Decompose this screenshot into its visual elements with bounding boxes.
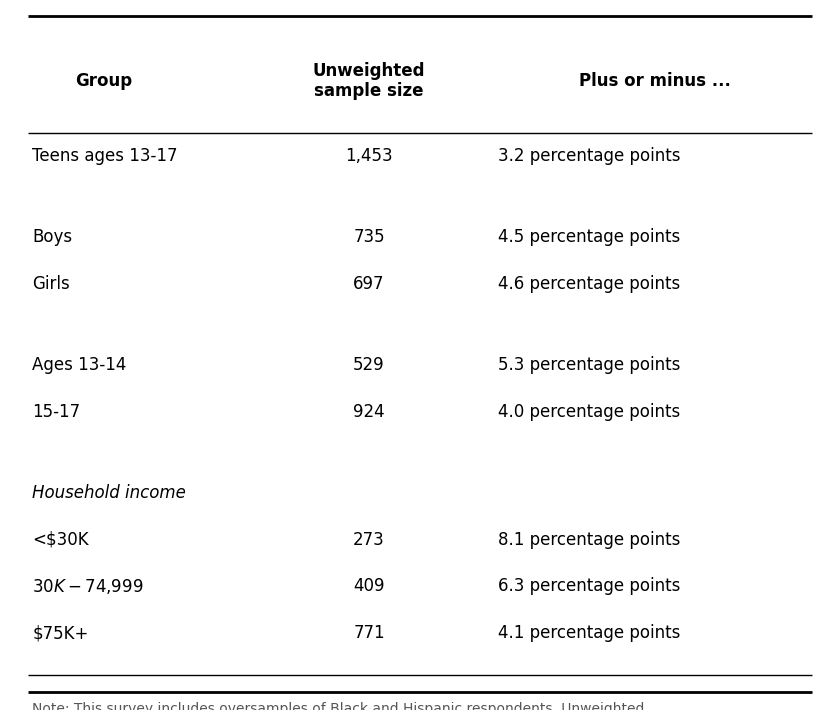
Text: Boys: Boys <box>32 228 72 246</box>
Text: $75K+: $75K+ <box>32 624 88 643</box>
Text: Note: This survey includes oversamples of Black and Hispanic respondents. Unweig: Note: This survey includes oversamples o… <box>32 702 644 710</box>
Text: <$30K: <$30K <box>32 530 89 549</box>
Text: Unweighted
sample size: Unweighted sample size <box>312 62 425 100</box>
Text: 6.3 percentage points: 6.3 percentage points <box>498 577 680 596</box>
Text: 4.1 percentage points: 4.1 percentage points <box>498 624 680 643</box>
Text: 3.2 percentage points: 3.2 percentage points <box>498 147 681 165</box>
Text: Plus or minus ...: Plus or minus ... <box>580 72 731 90</box>
Text: 1,453: 1,453 <box>345 147 393 165</box>
Text: 273: 273 <box>353 530 385 549</box>
Text: 5.3 percentage points: 5.3 percentage points <box>498 356 680 374</box>
Text: 771: 771 <box>354 624 385 643</box>
Text: Ages 13-14: Ages 13-14 <box>32 356 127 374</box>
Text: 15-17: 15-17 <box>32 403 81 421</box>
Text: 4.6 percentage points: 4.6 percentage points <box>498 275 680 293</box>
Text: Teens ages 13-17: Teens ages 13-17 <box>32 147 178 165</box>
Text: Household income: Household income <box>32 484 186 502</box>
Text: $30K-$74,999: $30K-$74,999 <box>32 577 144 596</box>
Text: Girls: Girls <box>32 275 70 293</box>
Text: 4.5 percentage points: 4.5 percentage points <box>498 228 680 246</box>
Text: Group: Group <box>75 72 132 90</box>
Text: 8.1 percentage points: 8.1 percentage points <box>498 530 680 549</box>
Text: 409: 409 <box>354 577 385 596</box>
Text: 735: 735 <box>354 228 385 246</box>
Text: 4.0 percentage points: 4.0 percentage points <box>498 403 680 421</box>
Text: 924: 924 <box>354 403 385 421</box>
Text: 529: 529 <box>354 356 385 374</box>
Text: 697: 697 <box>354 275 385 293</box>
